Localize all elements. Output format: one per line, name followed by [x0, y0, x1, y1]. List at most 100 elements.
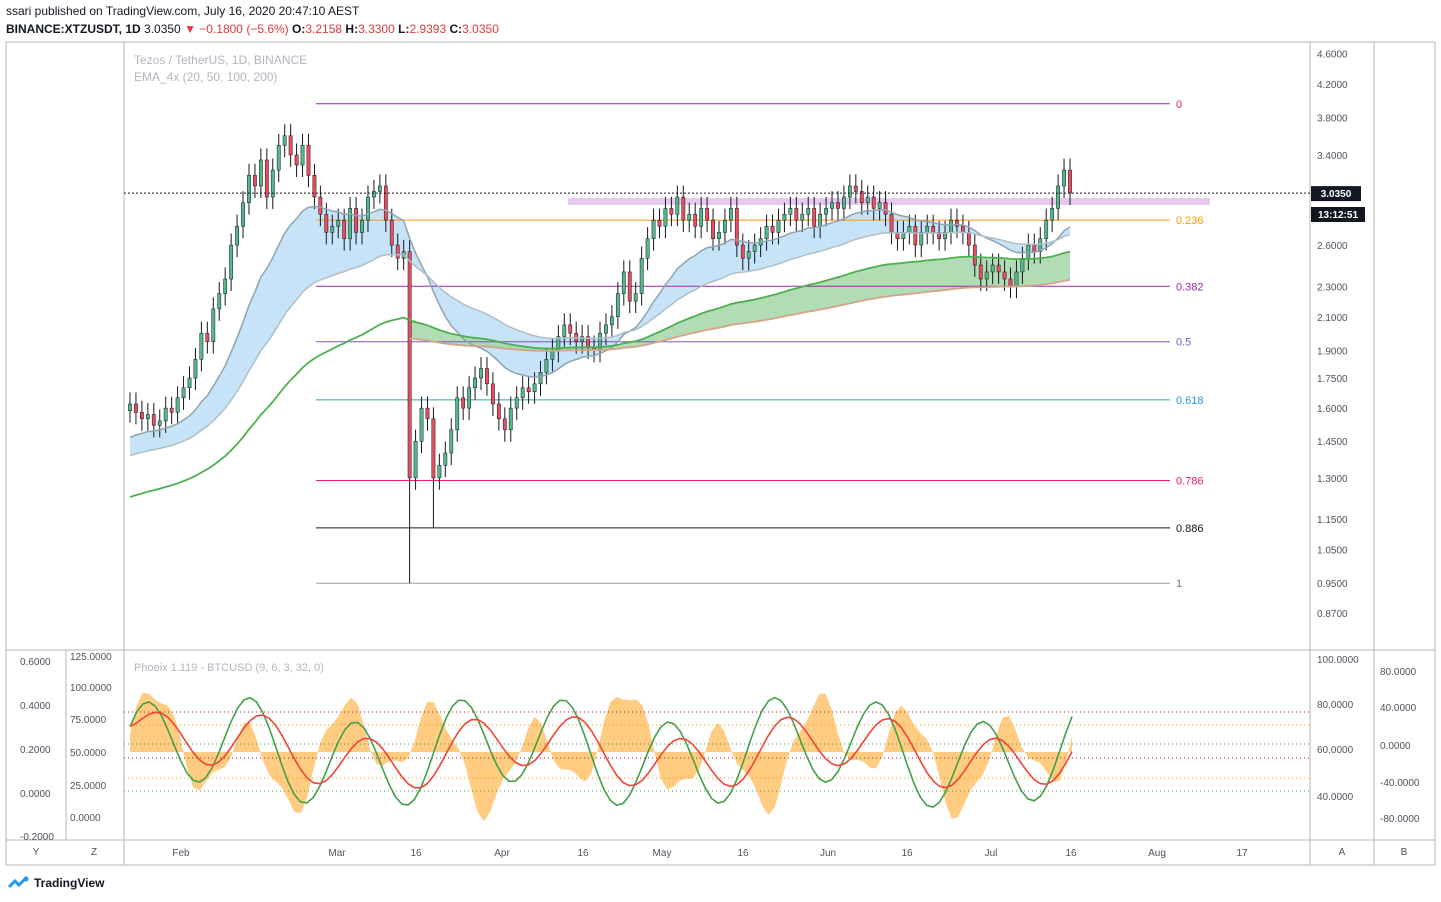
candle[interactable]: [330, 214, 335, 245]
candle[interactable]: [598, 321, 602, 363]
candle[interactable]: [865, 185, 870, 215]
candle[interactable]: [383, 174, 388, 233]
candle[interactable]: [800, 202, 805, 233]
candle[interactable]: [1056, 174, 1060, 221]
candle[interactable]: [830, 191, 834, 221]
candle[interactable]: [502, 407, 507, 442]
candle[interactable]: [163, 396, 168, 433]
candle[interactable]: [990, 253, 995, 284]
candle[interactable]: [360, 208, 364, 245]
candle[interactable]: [270, 158, 275, 209]
candle[interactable]: [223, 267, 228, 306]
candle[interactable]: [205, 321, 210, 354]
candle[interactable]: [984, 260, 989, 291]
candle[interactable]: [889, 202, 894, 245]
candle[interactable]: [449, 418, 454, 465]
candle[interactable]: [306, 133, 311, 188]
candle[interactable]: [729, 196, 733, 233]
candle[interactable]: [407, 240, 412, 584]
candle[interactable]: [687, 202, 692, 233]
candle[interactable]: [294, 143, 299, 177]
candle[interactable]: [235, 214, 239, 258]
candles[interactable]: [128, 124, 1072, 584]
candle[interactable]: [288, 124, 293, 167]
candle[interactable]: [746, 240, 751, 271]
candle[interactable]: [859, 179, 864, 215]
candle[interactable]: [312, 163, 317, 209]
candle[interactable]: [145, 402, 150, 431]
candle[interactable]: [705, 196, 709, 233]
candle[interactable]: [485, 357, 489, 396]
candle[interactable]: [300, 133, 305, 177]
candle[interactable]: [627, 260, 632, 314]
candle[interactable]: [877, 191, 882, 221]
candle[interactable]: [931, 214, 936, 245]
candle[interactable]: [366, 185, 370, 233]
candle[interactable]: [437, 453, 442, 490]
candle[interactable]: [681, 185, 686, 233]
candle[interactable]: [734, 196, 739, 258]
y-button[interactable]: Y: [33, 847, 40, 858]
candle[interactable]: [140, 400, 144, 431]
candle[interactable]: [259, 148, 263, 198]
candle[interactable]: [604, 313, 608, 346]
candle[interactable]: [913, 214, 918, 258]
candle[interactable]: [496, 392, 501, 431]
candle[interactable]: [395, 233, 400, 271]
candle[interactable]: [639, 246, 644, 306]
candle[interactable]: [199, 321, 204, 372]
z-button[interactable]: Z: [91, 847, 97, 858]
candle[interactable]: [389, 208, 394, 258]
candle[interactable]: [961, 214, 965, 245]
candle[interactable]: [972, 233, 977, 277]
candle[interactable]: [526, 376, 531, 404]
candle[interactable]: [562, 313, 567, 349]
candle[interactable]: [788, 196, 793, 227]
candle[interactable]: [134, 392, 138, 425]
a-button[interactable]: A: [1339, 847, 1346, 858]
candle[interactable]: [580, 325, 585, 354]
candle[interactable]: [645, 227, 650, 271]
candle[interactable]: [955, 208, 959, 239]
candle[interactable]: [711, 208, 715, 251]
candle[interactable]: [621, 260, 626, 306]
candle[interactable]: [425, 396, 430, 431]
candle[interactable]: [336, 208, 341, 239]
candle[interactable]: [651, 208, 656, 251]
candle[interactable]: [663, 196, 668, 239]
candle[interactable]: [520, 376, 525, 410]
candle[interactable]: [318, 185, 323, 227]
candle[interactable]: [187, 366, 192, 400]
candle[interactable]: [169, 396, 174, 425]
candle[interactable]: [633, 282, 638, 314]
candle[interactable]: [764, 214, 769, 251]
candle[interactable]: [544, 347, 549, 385]
candle[interactable]: [824, 196, 828, 227]
candle[interactable]: [883, 191, 888, 227]
candle[interactable]: [699, 196, 704, 239]
footer-brand[interactable]: TradingView: [8, 876, 104, 890]
candle[interactable]: [812, 196, 817, 239]
candle[interactable]: [871, 185, 876, 221]
candle[interactable]: [610, 305, 614, 337]
candle[interactable]: [836, 191, 840, 221]
candle[interactable]: [752, 233, 757, 264]
candle[interactable]: [157, 409, 162, 438]
candle[interactable]: [740, 233, 745, 271]
candle[interactable]: [479, 357, 483, 391]
candle[interactable]: [247, 163, 251, 215]
candle[interactable]: [949, 208, 953, 245]
candle[interactable]: [461, 386, 466, 421]
candle[interactable]: [538, 360, 543, 396]
price-axis[interactable]: 4.60004.20003.80003.40003.00002.60002.30…: [1317, 49, 1348, 619]
candle[interactable]: [1050, 196, 1055, 233]
candle[interactable]: [354, 196, 358, 245]
candle[interactable]: [693, 202, 698, 239]
candle[interactable]: [514, 386, 519, 421]
candle[interactable]: [669, 196, 674, 227]
candle[interactable]: [175, 386, 180, 425]
candle[interactable]: [348, 196, 353, 251]
candle[interactable]: [978, 253, 983, 291]
candle[interactable]: [919, 220, 924, 258]
